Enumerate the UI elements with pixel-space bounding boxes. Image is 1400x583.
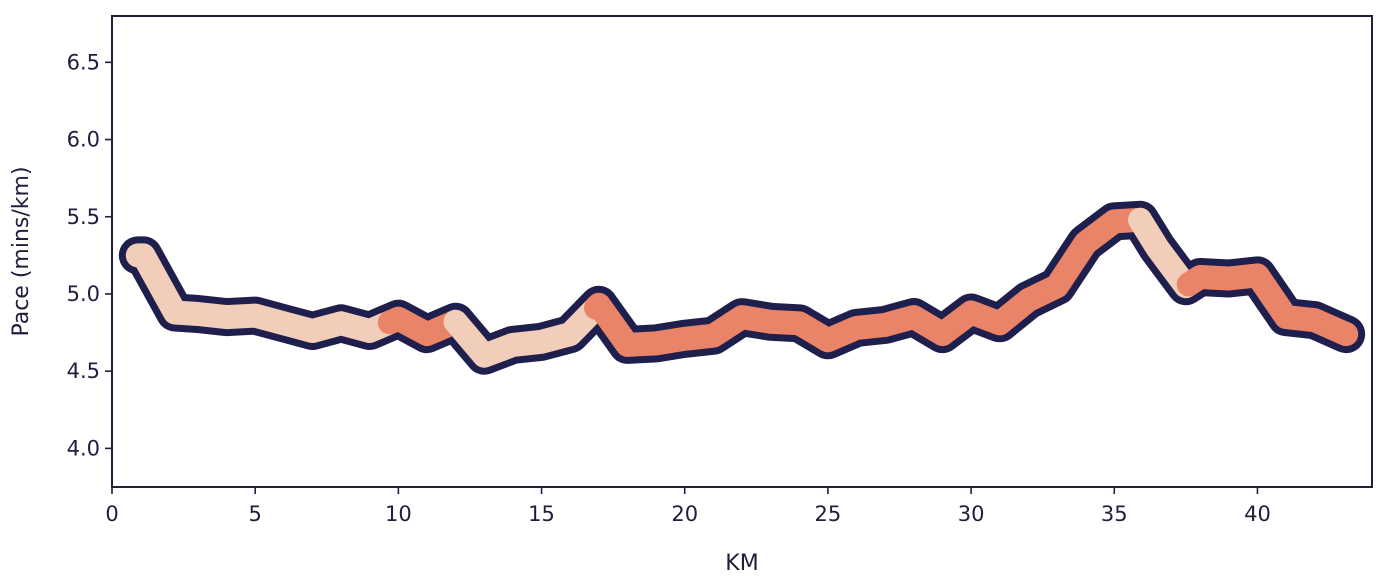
x-tick-label: 40 — [1244, 502, 1271, 526]
y-tick-label: 6.5 — [67, 50, 100, 74]
plot-frame — [111, 15, 1373, 488]
x-tick-label: 5 — [248, 502, 261, 526]
x-tick-label: 30 — [958, 502, 985, 526]
x-tick-label: 0 — [105, 502, 118, 526]
x-axis-label: KM — [725, 551, 758, 576]
pace-segment-light — [125, 243, 402, 343]
x-tick-label: 20 — [671, 502, 698, 526]
y-axis: 4.0 4.5 5.0 5.5 6.0 6.5 — [67, 50, 112, 460]
pace-segment-light — [443, 295, 608, 368]
x-tick-label: 15 — [528, 502, 555, 526]
y-tick-label: 4.5 — [67, 359, 100, 383]
pace-segment-dark — [1176, 263, 1359, 347]
plot-area — [118, 200, 1366, 375]
y-tick-label: 6.0 — [67, 128, 100, 152]
y-axis-label: Pace (mins/km) — [9, 166, 34, 336]
y-tick-label: 5.0 — [67, 282, 100, 306]
x-axis: 0 5 10 15 20 25 30 35 40 — [105, 487, 1271, 526]
pace-segment-dark — [584, 207, 1152, 357]
pace-segment-dark — [377, 306, 468, 347]
y-tick-label: 5.5 — [67, 205, 100, 229]
y-tick-label: 4.0 — [67, 436, 100, 460]
x-tick-label: 10 — [385, 502, 412, 526]
x-tick-label: 35 — [1101, 502, 1128, 526]
x-tick-label: 25 — [815, 502, 842, 526]
